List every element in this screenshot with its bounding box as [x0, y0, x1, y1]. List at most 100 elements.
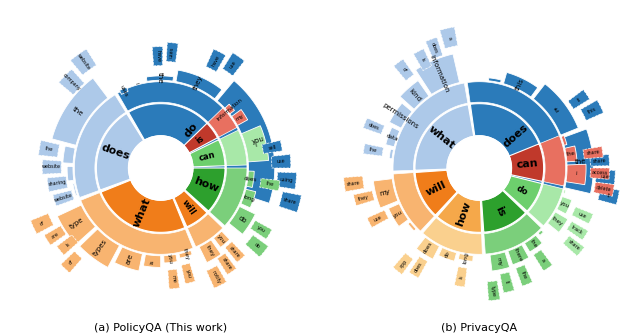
Text: company: company: [62, 73, 82, 92]
Polygon shape: [152, 47, 163, 66]
Text: the: the: [266, 181, 275, 187]
Polygon shape: [147, 76, 173, 81]
Text: long: long: [463, 251, 469, 264]
Polygon shape: [415, 54, 460, 94]
Text: use: use: [601, 174, 610, 180]
Polygon shape: [454, 267, 467, 287]
Text: website: website: [76, 53, 92, 71]
Polygon shape: [363, 118, 385, 134]
Polygon shape: [176, 70, 222, 99]
Polygon shape: [225, 242, 245, 262]
Text: do: do: [253, 242, 260, 250]
Polygon shape: [276, 172, 296, 189]
Text: have: have: [155, 50, 161, 62]
Polygon shape: [416, 237, 440, 259]
Polygon shape: [534, 250, 552, 271]
Text: is: is: [65, 242, 70, 248]
Text: does: does: [244, 176, 257, 182]
Text: i: i: [134, 82, 139, 85]
Polygon shape: [563, 189, 566, 194]
Polygon shape: [97, 114, 143, 190]
Polygon shape: [209, 168, 247, 226]
Polygon shape: [566, 164, 586, 185]
Text: uses: uses: [169, 46, 175, 58]
Polygon shape: [415, 104, 474, 170]
Polygon shape: [47, 176, 68, 192]
Text: they: they: [551, 216, 564, 227]
Text: is: is: [458, 275, 464, 279]
Polygon shape: [168, 269, 180, 289]
Polygon shape: [206, 49, 226, 72]
Text: you: you: [559, 201, 570, 209]
Polygon shape: [504, 73, 538, 97]
Text: they: they: [204, 245, 215, 258]
Polygon shape: [413, 49, 432, 71]
Polygon shape: [594, 182, 614, 196]
Polygon shape: [67, 166, 74, 181]
Text: does: does: [99, 143, 131, 162]
Polygon shape: [426, 37, 443, 59]
Polygon shape: [481, 191, 525, 232]
Polygon shape: [500, 272, 515, 293]
Polygon shape: [250, 220, 272, 239]
Text: the: the: [369, 147, 378, 154]
Text: use: use: [577, 211, 588, 219]
Text: it: it: [553, 106, 561, 113]
Text: the: the: [157, 72, 163, 84]
Polygon shape: [389, 103, 412, 128]
Text: sell: sell: [268, 144, 276, 151]
Circle shape: [447, 136, 511, 200]
Text: how: how: [192, 176, 220, 195]
Text: types: types: [92, 239, 109, 257]
Text: you: you: [392, 210, 404, 219]
Polygon shape: [503, 176, 541, 211]
Polygon shape: [533, 84, 579, 135]
Polygon shape: [561, 135, 567, 145]
Polygon shape: [389, 149, 394, 159]
Text: does: does: [422, 241, 434, 255]
Text: me: me: [170, 275, 176, 283]
Text: does: does: [430, 42, 439, 54]
Polygon shape: [490, 252, 509, 271]
Polygon shape: [344, 176, 364, 192]
Polygon shape: [388, 204, 408, 226]
Polygon shape: [438, 248, 456, 261]
Text: what: what: [131, 196, 152, 228]
Text: can: can: [516, 158, 539, 170]
Text: share: share: [221, 257, 232, 271]
Text: you: you: [184, 268, 191, 279]
Polygon shape: [241, 189, 256, 208]
Polygon shape: [80, 229, 120, 267]
Polygon shape: [393, 173, 435, 231]
Polygon shape: [246, 235, 268, 257]
Polygon shape: [101, 180, 185, 232]
Polygon shape: [563, 236, 584, 256]
Polygon shape: [208, 108, 237, 137]
Polygon shape: [525, 235, 542, 252]
Text: does: does: [367, 122, 380, 131]
Text: (b) PrivacyQA: (b) PrivacyQA: [441, 323, 517, 333]
Text: you: you: [251, 135, 265, 145]
Polygon shape: [409, 256, 428, 278]
Text: can: can: [198, 150, 217, 163]
Polygon shape: [57, 235, 78, 255]
Polygon shape: [516, 265, 532, 286]
Polygon shape: [470, 80, 485, 81]
Text: does: does: [501, 122, 530, 150]
Text: my: my: [496, 257, 502, 266]
Text: is: is: [150, 259, 156, 264]
Text: share: share: [347, 180, 361, 187]
Polygon shape: [488, 78, 501, 83]
Polygon shape: [590, 168, 609, 179]
Text: will: will: [180, 198, 197, 217]
Polygon shape: [74, 95, 126, 198]
Polygon shape: [59, 69, 84, 95]
Polygon shape: [540, 136, 566, 186]
Text: the: the: [45, 146, 53, 153]
Text: my: my: [235, 113, 244, 122]
Polygon shape: [386, 127, 400, 147]
Text: type: type: [490, 285, 497, 296]
Text: share: share: [586, 150, 600, 156]
Text: will: will: [424, 180, 447, 198]
Text: kind: kind: [408, 88, 422, 103]
